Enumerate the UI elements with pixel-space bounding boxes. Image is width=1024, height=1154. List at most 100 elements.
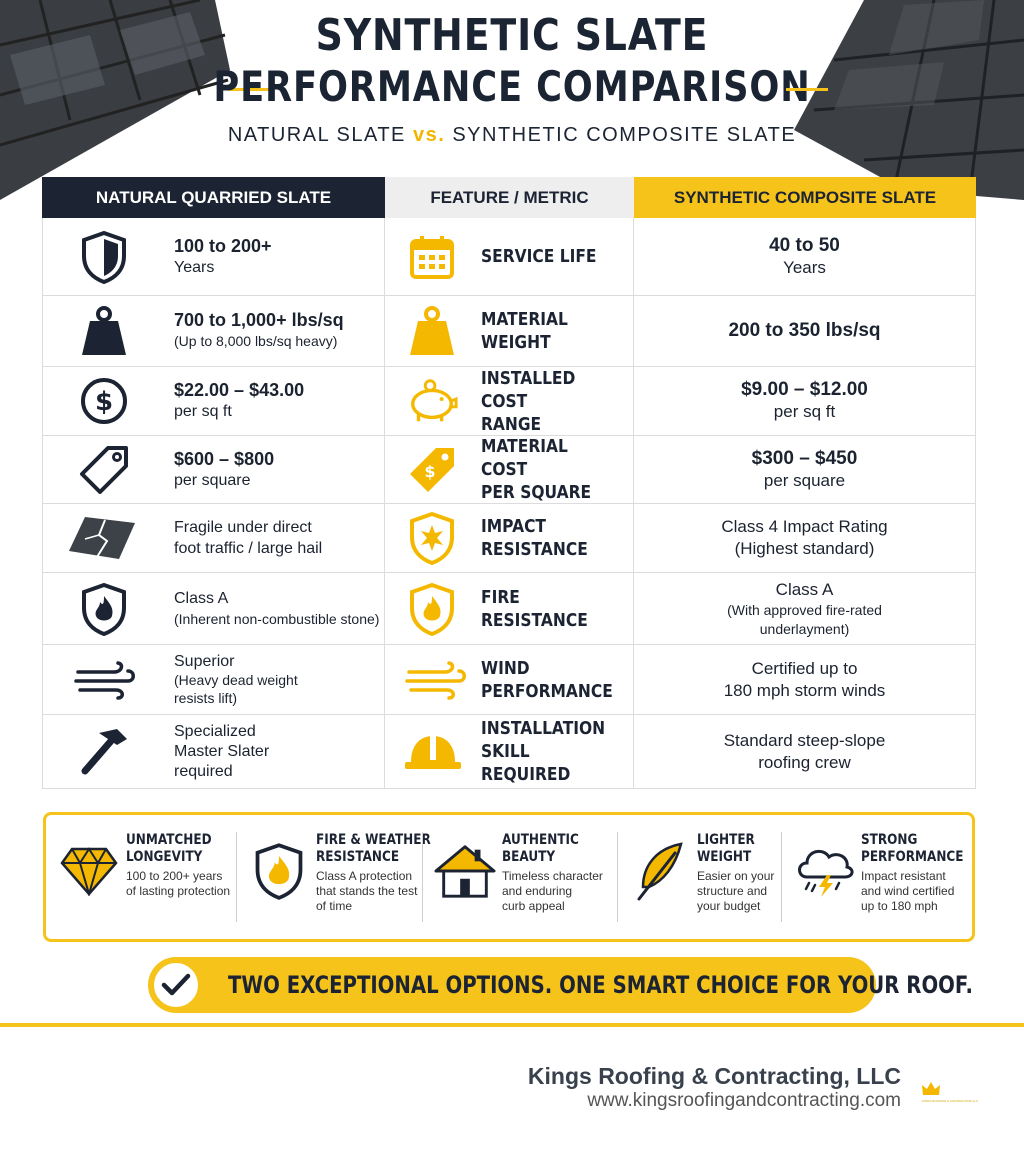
natural-detail: per square	[174, 471, 251, 489]
table-row: Specialized Master Slater required INSTA…	[42, 715, 976, 789]
benefit-item: AUTHENTIC BEAUTY Timeless character and …	[422, 832, 617, 922]
company-name: Kings Roofing & Contracting, LLC	[527, 1063, 901, 1089]
benefit-title: UNMATCHED	[126, 832, 212, 848]
shield-icon	[77, 230, 131, 284]
weight-icon	[77, 304, 131, 358]
svg-text:$: $	[95, 387, 113, 417]
feature-label-2: RANGE	[481, 413, 542, 435]
benefit-title-2: RESISTANCE	[316, 849, 400, 865]
natural-value: 100 to 200+	[174, 235, 272, 256]
tagline-banner: TWO EXCEPTIONAL OPTIONS. ONE SMART CHOIC…	[148, 957, 973, 1013]
benefit-desc-3: your budget	[697, 899, 761, 913]
benefit-desc-3: curb appeal	[502, 899, 565, 913]
synthetic-detail: 180 mph storm winds	[723, 680, 886, 700]
natural-value: Class A	[174, 589, 229, 607]
comparison-table: NATURAL QUARRIED SLATE FEATURE / METRIC …	[42, 177, 976, 789]
synthetic-detail: (Highest standard)	[734, 539, 875, 558]
wind-icon	[73, 653, 137, 707]
table-row: Superior (Heavy dead weight resists lift…	[42, 645, 976, 715]
slate-roof-image-left	[0, 0, 230, 200]
company-url: www.kingsroofingandcontracting.com	[587, 1090, 901, 1111]
logo-text: KINGS ROOFING & CONTRACTING LLC	[922, 1099, 979, 1103]
natural-detail: Master Slater	[174, 742, 270, 760]
benefit-item: UNMATCHED LONGEVITY 100 to 200+ years of…	[46, 832, 236, 922]
benefit-title: FIRE & WEATHER	[316, 832, 431, 848]
natural-detail: (Inherent non-combustible stone)	[174, 610, 380, 627]
fire-shield-icon	[405, 582, 459, 636]
synthetic-value: Class 4 Impact Rating	[721, 517, 888, 536]
header-natural: NATURAL QUARRIED SLATE	[42, 177, 385, 218]
natural-value: Fragile under direct	[174, 519, 312, 536]
piggy-bank-icon	[405, 374, 459, 428]
natural-value: $600 – $800	[174, 448, 275, 469]
title-line-1: SYNTHETIC SLATE	[315, 10, 709, 61]
feature-label: MATERIAL WEIGHT	[481, 309, 568, 353]
synthetic-detail: per square	[763, 470, 846, 490]
feather-icon	[629, 840, 691, 902]
header-synthetic: SYNTHETIC COMPOSITE SLATE	[634, 177, 976, 218]
table-row: Fragile under direct foot traffic / larg…	[42, 504, 976, 573]
weight-icon	[405, 304, 459, 358]
subtitle-right: SYNTHETIC COMPOSITE SLATE	[452, 124, 797, 146]
diamond-icon	[58, 840, 120, 902]
synthetic-value: $9.00 – $12.00	[741, 379, 868, 400]
benefit-desc: 100 to 200+ years	[126, 869, 223, 883]
crown-logo-icon	[921, 1081, 941, 1102]
benefit-title: STRONG	[861, 832, 918, 848]
natural-detail: Years	[174, 258, 215, 276]
svg-text:$: $	[424, 462, 435, 481]
natural-value: Specialized	[174, 722, 256, 740]
feature-label: WIND	[481, 657, 530, 679]
benefit-title-2: WEIGHT	[697, 849, 752, 865]
natural-value: Superior	[174, 652, 235, 670]
synthetic-value: $300 – $450	[751, 447, 858, 469]
table-row: 700 to 1,000+ lbs/sq (Up to 8,000 lbs/sq…	[42, 296, 976, 367]
benefit-desc-3: of time	[316, 899, 353, 913]
feature-label-2: RESISTANCE	[481, 539, 588, 560]
synthetic-detail: per sq ft	[773, 402, 836, 421]
table-row: Class A (Inherent non-combustible stone)…	[42, 573, 976, 645]
cracked-slate-icon	[67, 511, 137, 565]
synthetic-value: Standard steep-slope	[723, 730, 886, 750]
fire-shield-icon	[248, 840, 310, 902]
title-line-2-row: PERFORMANCE COMPARISON	[0, 62, 1024, 118]
natural-value: 700 to 1,000+ lbs/sq	[174, 310, 344, 330]
title-line-2: PERFORMANCE COMPARISON	[213, 62, 811, 111]
benefit-item: STRONG PERFORMANCE Impact resistant and …	[781, 832, 971, 922]
benefit-desc-2: that stands the test	[316, 884, 418, 898]
table-header-row: NATURAL QUARRIED SLATE FEATURE / METRIC …	[42, 177, 976, 218]
subtitle: NATURAL SLATE vs. SYNTHETIC COMPOSITE SL…	[0, 124, 1024, 147]
tagline-text: TWO EXCEPTIONAL OPTIONS. ONE SMART CHOIC…	[228, 971, 973, 999]
benefit-title-2: LONGEVITY	[126, 849, 203, 865]
natural-detail: (Up to 8,000 lbs/sq heavy)	[174, 333, 338, 349]
natural-detail: (Heavy dead weight	[174, 671, 298, 688]
feature-label: INSTALLED COST	[481, 367, 576, 412]
synthetic-value: 40 to 50	[769, 234, 840, 256]
benefit-desc: Impact resistant	[861, 869, 946, 883]
synthetic-detail: Years	[783, 257, 826, 277]
benefit-desc-2: of lasting protection	[126, 884, 231, 898]
benefit-title: LIGHTER	[697, 832, 755, 848]
synthetic-value: 200 to 350 lbs/sq	[728, 320, 881, 341]
table-row: $ $22.00 – $43.00 per sq ft INSTALLED CO…	[42, 367, 976, 436]
benefit-desc-2: structure and	[697, 884, 768, 898]
natural-detail-2: resists lift)	[174, 689, 237, 706]
dollar-icon: $	[77, 374, 131, 428]
table-row: 100 to 200+ Years SERVICE LIFE 40 to 50 …	[42, 218, 976, 296]
divider	[0, 1023, 1024, 1027]
benefit-desc-2: and enduring	[502, 884, 573, 898]
table-row: $600 – $800 per square $ MATERIAL COST P…	[42, 436, 976, 504]
synthetic-value: Class A	[775, 579, 834, 599]
subtitle-vs: vs.	[412, 124, 446, 146]
benefit-desc-2: and wind certified	[861, 884, 955, 898]
feature-label-2: SKILL REQUIRED	[481, 741, 571, 785]
benefit-desc: Class A protection	[316, 869, 413, 883]
benefits-panel: UNMATCHED LONGEVITY 100 to 200+ years of…	[43, 812, 975, 942]
title-rule-right	[786, 88, 828, 91]
feature-label-2: PERFORMANCE	[481, 680, 613, 702]
checkmark-icon	[151, 960, 201, 1010]
header-feature: FEATURE / METRIC	[385, 177, 634, 218]
price-tag-icon: $	[405, 443, 459, 497]
synthetic-value: Certified up to	[751, 658, 858, 678]
feature-label-2: PER SQUARE	[481, 482, 592, 503]
